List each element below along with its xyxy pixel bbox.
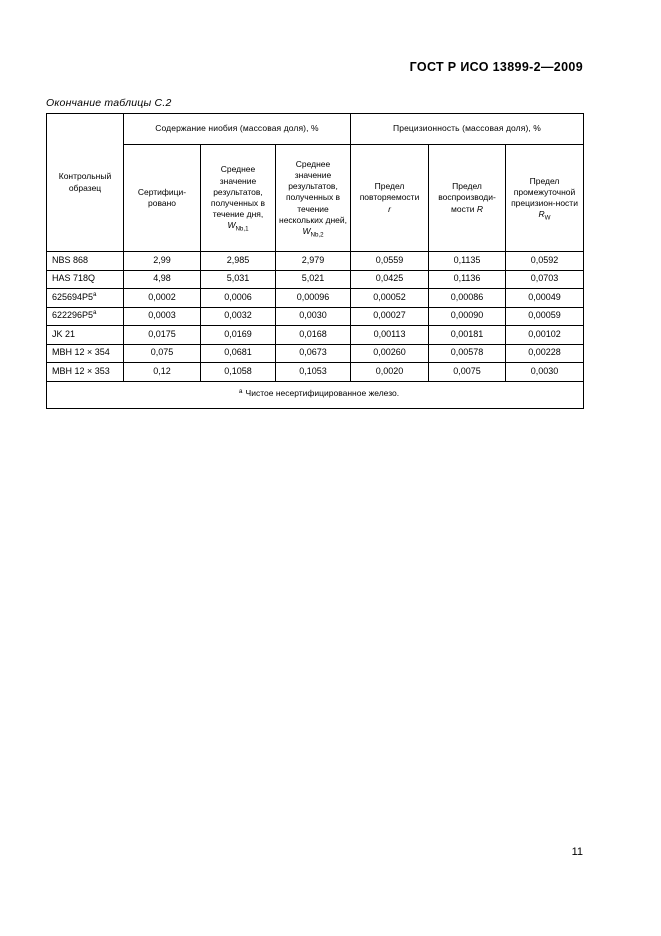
cell-repeatability: 0,0425 xyxy=(350,269,430,289)
cell-reproducibility: 0,1136 xyxy=(428,269,507,289)
footnote-text: Чистое несертифицированное железо. xyxy=(245,388,400,399)
cell-mean-day: 0,0169 xyxy=(200,325,276,345)
cell-certified: 2,99 xyxy=(123,251,201,271)
cell-sample: MBH 12 × 353 xyxy=(46,362,124,382)
cell-repeatability: 0,00113 xyxy=(350,325,430,345)
cell-mean-days: 5,021 xyxy=(274,269,352,289)
table-row: HAS 718Q 4,98 5,031 5,021 0,0425 0,1136 … xyxy=(46,269,585,289)
table-row: MBH 12 × 354 0,075 0,0681 0,0673 0,00260… xyxy=(46,343,585,363)
column-header-repeatability: Предел повторяемости r xyxy=(350,144,430,252)
table-row: 622296P5a 0,0003 0,0032 0,0030 0,00027 0… xyxy=(46,306,585,326)
cell-mean-days: 0,0030 xyxy=(274,306,352,326)
cell-mean-days: 0,1053 xyxy=(274,362,352,382)
column-header-mean-day: Среднее значение результатов, полученных… xyxy=(200,144,276,252)
column-header-repeatability-text: Предел повторяемости xyxy=(359,181,420,203)
column-header-intermediate-precision-text: Предел промежуточной прецизион-ности xyxy=(511,175,578,208)
table-c2-continuation: Контрольный образец Содержание ниобия (м… xyxy=(45,113,585,409)
column-header-certified-text: Сертифици- ровано xyxy=(137,186,187,208)
cell-reproducibility: 0,0075 xyxy=(428,362,507,382)
cell-intermediate: 0,0030 xyxy=(505,362,585,382)
cell-intermediate: 0,00049 xyxy=(505,288,585,308)
column-header-repeatability-symbol: r xyxy=(388,203,391,214)
column-header-mean-days: Среднее значение результатов, полученных… xyxy=(274,144,352,252)
cell-reproducibility: 0,00181 xyxy=(428,325,507,345)
cell-repeatability: 0,0020 xyxy=(350,362,430,382)
page-number: 11 xyxy=(571,846,583,858)
cell-certified: 0,12 xyxy=(123,362,201,382)
cell-intermediate: 0,0592 xyxy=(505,251,585,271)
cell-sample: HAS 718Q xyxy=(46,269,124,289)
table-row: 625694P5a 0,0002 0,0006 0,00096 0,00052 … xyxy=(46,288,585,308)
cell-sample: 625694P5a xyxy=(46,288,124,308)
table-caption: Окончание таблицы С.2 xyxy=(46,97,172,109)
table-body: NBS 868 2,99 2,985 2,979 0,0559 0,1135 0… xyxy=(45,251,585,409)
cell-intermediate: 0,00102 xyxy=(505,325,585,345)
cell-sample: NBS 868 xyxy=(46,251,124,271)
cell-repeatability: 0,00027 xyxy=(350,306,430,326)
precision-table: Контрольный образец Содержание ниобия (м… xyxy=(45,113,585,409)
cell-mean-day: 2,985 xyxy=(200,251,276,271)
cell-mean-days: 0,0673 xyxy=(274,343,352,363)
cell-mean-day: 0,1058 xyxy=(200,362,276,382)
column-header-mean-days-text: Среднее значение результатов, полученных… xyxy=(279,158,347,225)
cell-reproducibility: 0,00578 xyxy=(428,343,507,363)
cell-repeatability: 0,0559 xyxy=(350,251,430,271)
cell-reproducibility: 0,00086 xyxy=(428,288,507,308)
table-row: MBH 12 × 353 0,12 0,1058 0,1053 0,0020 0… xyxy=(46,362,585,382)
column-header-mean-day-text: Среднее значение результатов, полученных… xyxy=(210,164,266,220)
cell-intermediate: 0,0703 xyxy=(505,269,585,289)
column-header-reproducibility: Предел воспроизводи-мости R xyxy=(428,144,507,252)
cell-mean-days: 0,0168 xyxy=(274,325,352,345)
column-header-sample: Контрольный образец xyxy=(46,113,124,252)
column-header-certified: Сертифици- ровано xyxy=(123,144,201,252)
cell-mean-day: 5,031 xyxy=(200,269,276,289)
table-row: NBS 868 2,99 2,985 2,979 0,0559 0,1135 0… xyxy=(46,251,585,271)
column-header-mean-day-symbol: WNb,1 xyxy=(227,220,249,234)
cell-intermediate: 0,00059 xyxy=(505,306,585,326)
cell-certified: 0,0003 xyxy=(123,306,201,326)
cell-mean-day: 0,0032 xyxy=(200,306,276,326)
cell-certified: 0,0002 xyxy=(123,288,201,308)
column-header-reproducibility-symbol: R xyxy=(476,203,483,214)
cell-reproducibility: 0,1135 xyxy=(428,251,507,271)
table-subheader-row: Сертифици- ровано Среднее значение резул… xyxy=(47,144,585,252)
cell-repeatability: 0,00260 xyxy=(350,343,430,363)
group-header-precision: Прецизионность (массовая доля), % xyxy=(350,113,585,145)
cell-certified: 0,075 xyxy=(123,343,201,363)
table-footnote-row: a Чистое несертифицированное железо. xyxy=(45,380,585,409)
table-row: JK 21 0,0175 0,0169 0,0168 0,00113 0,001… xyxy=(46,325,585,345)
cell-mean-days: 0,00096 xyxy=(274,288,352,308)
cell-sample: JK 21 xyxy=(46,325,124,345)
column-header-intermediate-precision-symbol: R xyxy=(538,209,545,220)
table-group-header-row: Контрольный образец Содержание ниобия (м… xyxy=(46,113,585,252)
cell-mean-day: 0,0006 xyxy=(200,288,276,308)
cell-repeatability: 0,00052 xyxy=(350,288,430,308)
cell-intermediate: 0,00228 xyxy=(505,343,585,363)
cell-sample: MBH 12 × 354 xyxy=(46,343,124,363)
group-header-niobium-content: Содержание ниобия (массовая доля), % xyxy=(122,113,352,145)
cell-certified: 0,0175 xyxy=(123,325,201,345)
running-header: ГОСТ Р ИСО 13899-2—2009 xyxy=(409,60,583,74)
table-footnote: a Чистое несертифицированное железо. xyxy=(45,380,585,409)
cell-mean-day: 0,0681 xyxy=(200,343,276,363)
column-header-mean-days-symbol: W xyxy=(302,226,311,237)
cell-certified: 4,98 xyxy=(123,269,201,289)
footnote-marker: a xyxy=(238,387,243,395)
column-header-intermediate-precision: Предел промежуточной прецизион-ности RW xyxy=(505,144,585,252)
column-header-reproducibility-text: Предел воспроизводи-мости xyxy=(438,181,496,214)
cell-sample: 622296P5a xyxy=(46,306,124,326)
cell-reproducibility: 0,00090 xyxy=(428,306,507,326)
cell-mean-days: 2,979 xyxy=(274,251,352,271)
